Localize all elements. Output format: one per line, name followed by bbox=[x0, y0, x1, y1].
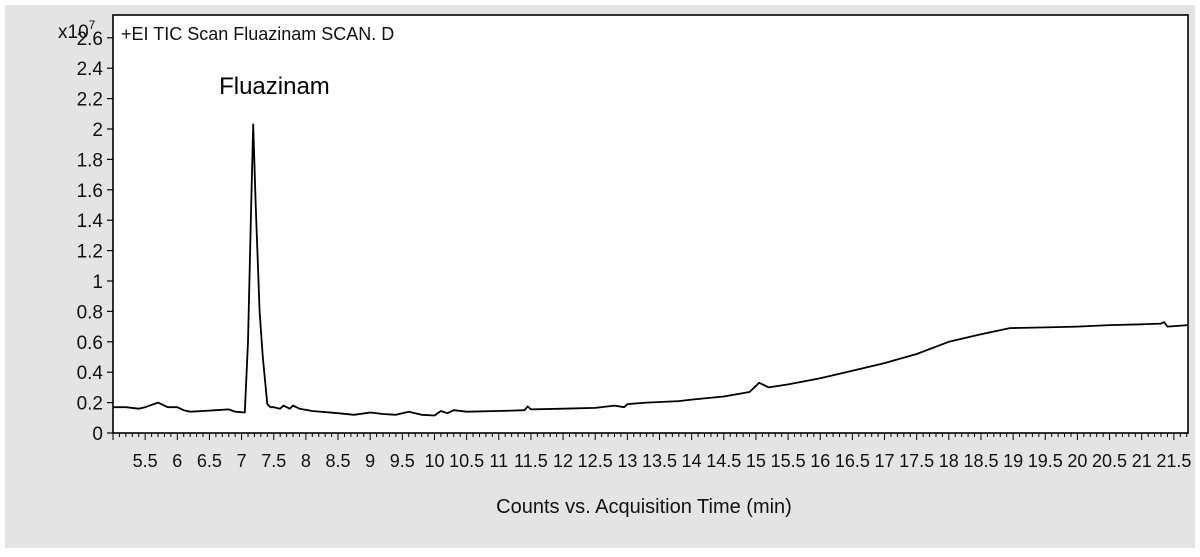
x-tick-label: 15 bbox=[746, 451, 766, 471]
chart-title: +EI TIC Scan Fluazinam SCAN. D bbox=[121, 24, 394, 44]
peak-annotation: Fluazinam bbox=[219, 73, 330, 100]
y-tick-label: 2.4 bbox=[77, 59, 104, 80]
y-tick-label: 1.8 bbox=[77, 150, 103, 171]
y-axis-multiplier-exponent: 7 bbox=[89, 18, 96, 32]
x-tick-label: 11 bbox=[489, 451, 508, 471]
x-tick-label: 13.5 bbox=[642, 451, 677, 471]
x-tick-label: 16.5 bbox=[835, 451, 870, 471]
x-tick-label: 19.5 bbox=[1028, 451, 1063, 471]
x-axis: 5.5 6 6.5 7 7.5 8 8.5 9 9.5 10 10.5 11 11.5 12 12.5 13 1… bbox=[112, 433, 1191, 471]
chromatogram-trace bbox=[113, 123, 1189, 417]
x-tick-label: 13 bbox=[617, 451, 637, 471]
series-layer bbox=[113, 123, 1189, 417]
y-tick-label: 0 bbox=[92, 424, 103, 445]
x-tick-label: 12.5 bbox=[578, 451, 613, 471]
y-tick-label: 1.6 bbox=[77, 181, 103, 202]
x-tick-label: 9.5 bbox=[390, 451, 415, 471]
y-tick-label: 0.2 bbox=[77, 394, 103, 415]
x-axis-label: Counts vs. Acquisition Time (min) bbox=[496, 496, 792, 518]
x-tick-label: 16 bbox=[810, 451, 830, 471]
y-tick-label: 0.6 bbox=[77, 333, 103, 354]
x-tick-label: 14 bbox=[682, 451, 702, 471]
y-tick-label: 0.8 bbox=[77, 302, 103, 323]
x-tick-label: 20 bbox=[1067, 451, 1087, 471]
x-tick-label: 20.5 bbox=[1092, 451, 1127, 471]
y-tick-label: 1.2 bbox=[77, 242, 103, 263]
y-tick-label: 1 bbox=[92, 272, 103, 293]
x-tick-label: 5.5 bbox=[133, 451, 158, 471]
plot-area bbox=[112, 14, 1189, 434]
x-tick-label: 12 bbox=[553, 451, 573, 471]
x-tick-label: 8.5 bbox=[326, 451, 351, 471]
x-tick-label: 11.5 bbox=[514, 451, 548, 471]
x-tick-label: 15.5 bbox=[771, 451, 806, 471]
x-tick-label: 17.5 bbox=[899, 451, 934, 471]
x-tick-label: 18 bbox=[939, 451, 959, 471]
x-tick-label: 7 bbox=[237, 451, 247, 471]
x-tick-label: 18.5 bbox=[963, 451, 998, 471]
y-axis: 0 0.2 0.4 0.6 0.8 1 1.2 1.4 1.6 1.8 2 2.2 2.4 2.6 bbox=[77, 29, 113, 445]
y-axis-multiplier-base: x10 bbox=[58, 22, 89, 43]
annotation-layer: Fluazinam bbox=[219, 73, 330, 100]
y-tick-label: 1.4 bbox=[77, 211, 104, 232]
y-tick-label: 2 bbox=[92, 120, 103, 141]
y-tick-label: 2.6 bbox=[77, 29, 103, 50]
y-tick-label: 0.4 bbox=[77, 363, 104, 384]
y-tick-label: 2.2 bbox=[77, 90, 103, 111]
x-tick-label: 19 bbox=[1003, 451, 1023, 471]
x-tick-label: 10.5 bbox=[449, 451, 484, 471]
x-tick-label: 7.5 bbox=[261, 451, 286, 471]
x-tick-label: 6.5 bbox=[197, 451, 222, 471]
x-tick-label: 6 bbox=[172, 451, 182, 471]
x-tick-label: 21.5 bbox=[1156, 451, 1191, 471]
y-axis-multiplier: x107 bbox=[58, 18, 96, 43]
x-tick-label: 10 bbox=[424, 451, 444, 471]
x-tick-label: 14.5 bbox=[706, 451, 741, 471]
x-tick-label: 8 bbox=[301, 451, 311, 471]
x-tick-label: 17 bbox=[875, 451, 895, 471]
x-tick-label: 9 bbox=[365, 451, 375, 471]
x-tick-label: 21 bbox=[1132, 451, 1152, 471]
